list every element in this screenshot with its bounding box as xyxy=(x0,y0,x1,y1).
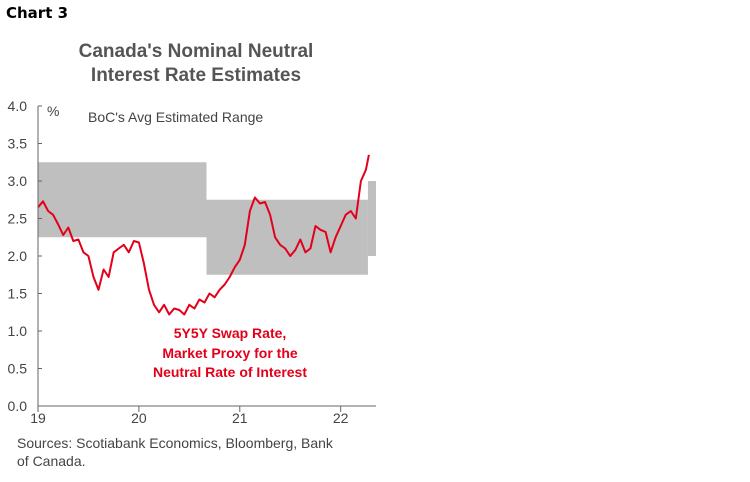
series-annotation-line-2: Market Proxy for the xyxy=(162,345,298,361)
y-tick-label: 0.0 xyxy=(8,398,28,414)
y-tick-label: 1.5 xyxy=(8,286,28,302)
y-tick-label: 2.5 xyxy=(8,211,28,227)
chart-title: Canada's Nominal Neutral Interest Rate E… xyxy=(36,40,356,88)
chart-title-line-2: Interest Rate Estimates xyxy=(90,65,302,86)
axis-layer: 0.0 0.5 1.0 1.5 2.0 2.5 3.0 3.5 4.0 19 20 21 22 xyxy=(8,98,376,426)
range-band-layer xyxy=(38,162,376,275)
y-tick-label: 3.0 xyxy=(8,173,28,189)
range-band-segment-3 xyxy=(367,181,376,256)
y-axis-unit-label: % xyxy=(47,103,59,119)
chart-title-line-1: Canada's Nominal Neutral xyxy=(78,41,314,62)
range-band-segment-1 xyxy=(38,162,207,238)
sources-note: Sources: Scotiabank Economics, Bloomberg… xyxy=(17,434,397,470)
y-tick-label: 3.5 xyxy=(8,136,28,152)
x-tick-label: 19 xyxy=(30,410,46,426)
sources-line-2: of Canada. xyxy=(17,453,86,469)
series-line-1 xyxy=(37,154,370,316)
series-annotation-line-3: Neutral Rate of Interest xyxy=(153,364,307,380)
sources-line-1: Sources: Scotiabank Economics, Bloomberg… xyxy=(17,435,333,451)
x-tick-label: 21 xyxy=(232,410,248,426)
y-tick-label: 0.5 xyxy=(8,361,28,377)
y-tick-label: 4.0 xyxy=(8,98,28,114)
x-tick-label: 22 xyxy=(333,410,349,426)
range-band-segment-2 xyxy=(206,199,368,275)
y-tick-label: 2.0 xyxy=(8,248,28,264)
chart-number-label: Chart 3 xyxy=(6,4,69,22)
range-band-annotation: BoC's Avg Estimated Range xyxy=(88,109,263,125)
x-tick-label: 20 xyxy=(131,410,147,426)
y-tick-label: 1.0 xyxy=(8,323,28,339)
series-annotation: 5Y5Y Swap Rate, Market Proxy for the Neu… xyxy=(153,325,307,380)
series-layer xyxy=(37,154,370,316)
series-annotation-line-1: 5Y5Y Swap Rate, xyxy=(174,325,287,341)
